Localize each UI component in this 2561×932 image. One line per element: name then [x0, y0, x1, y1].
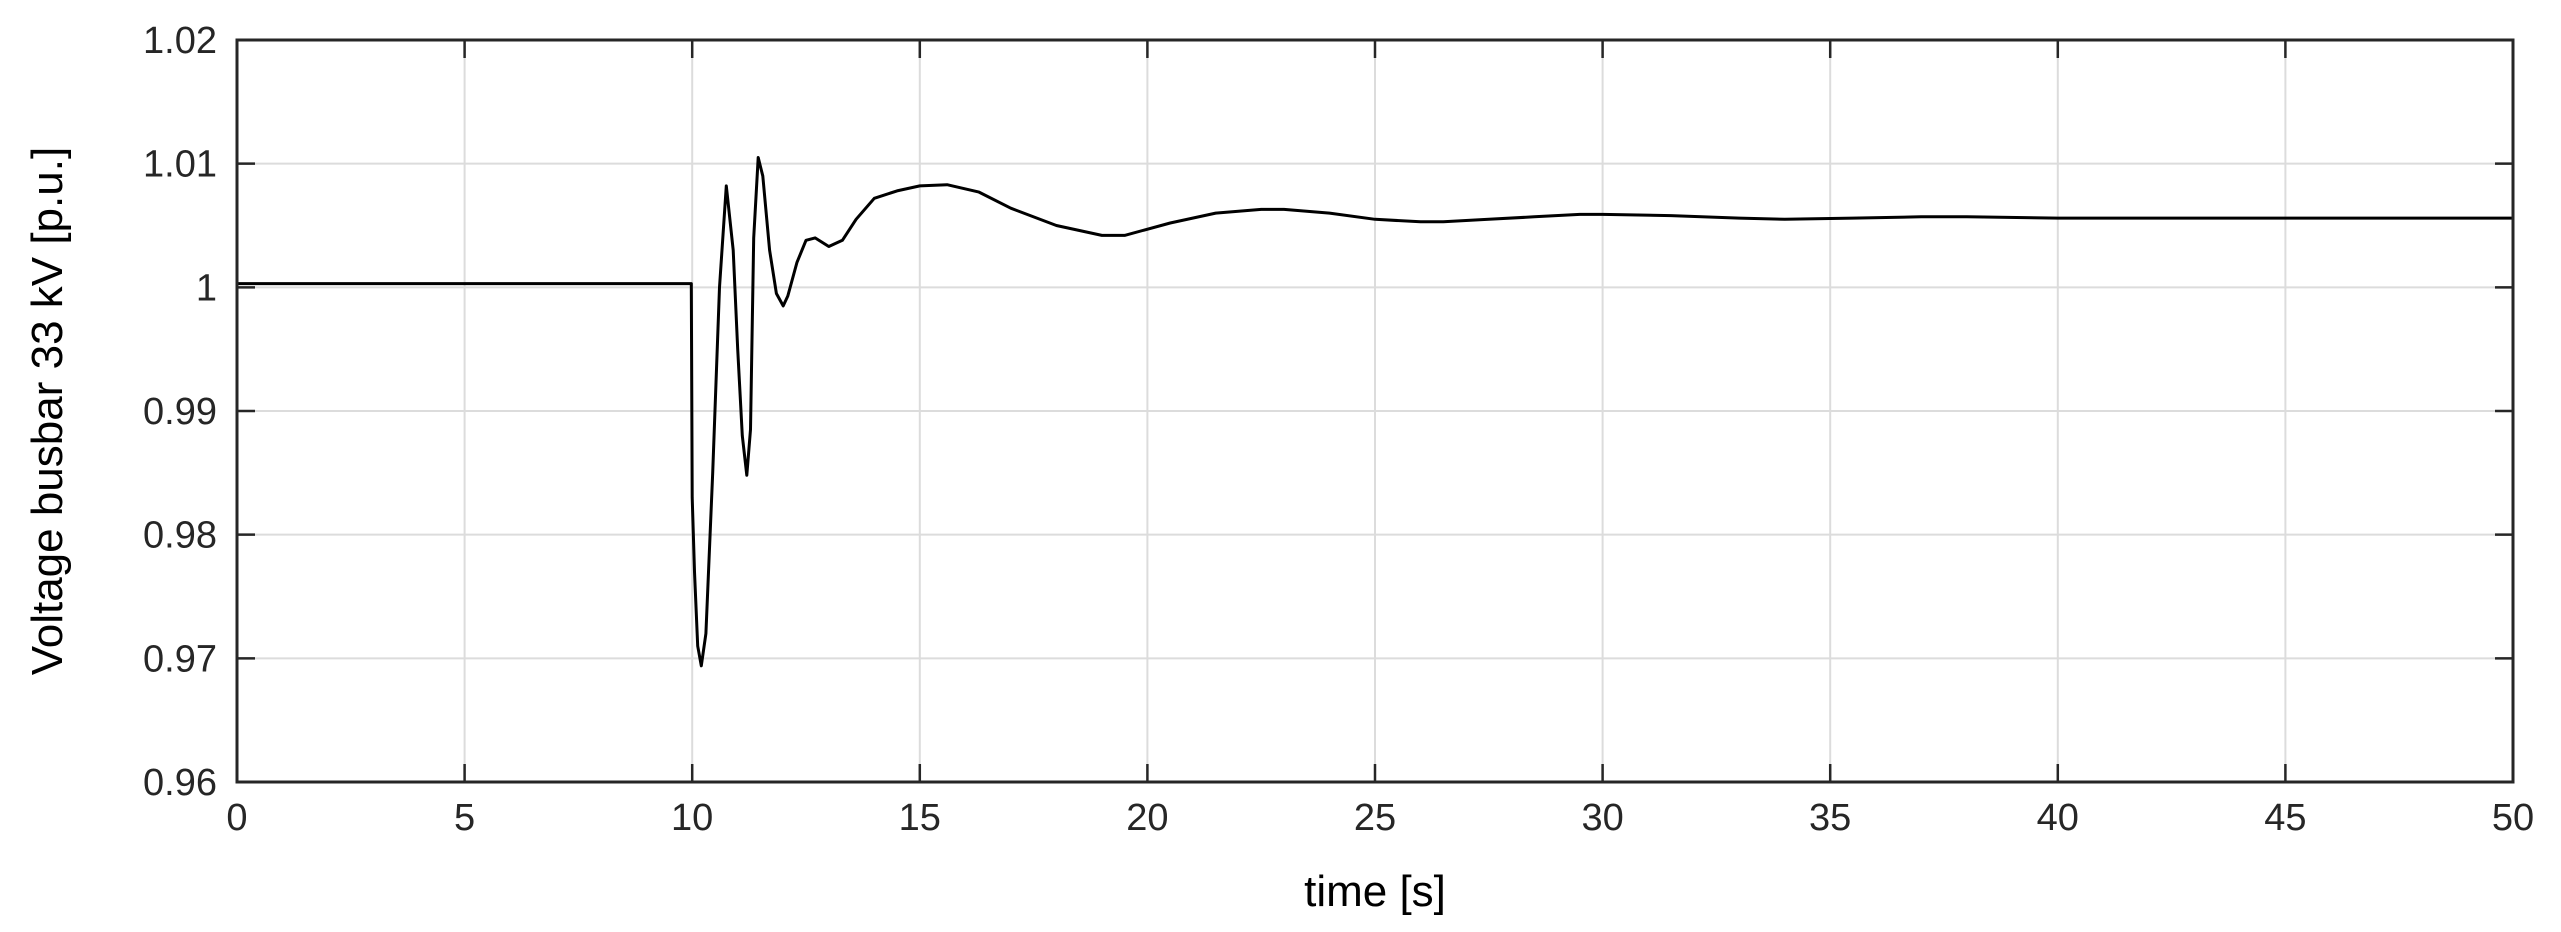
x-tick-label: 25 — [1354, 797, 1396, 839]
x-tick-label: 50 — [2492, 797, 2534, 839]
y-tick-labels: 0.96 0.97 0.98 0.99 1 1.01 1.02 — [143, 20, 217, 804]
x-axis-label: time [s] — [1304, 867, 1446, 916]
y-axis-label: Voltage busbar 33 kV [p.u.] — [23, 147, 72, 675]
x-tick-label: 10 — [671, 797, 713, 839]
x-tick-label: 5 — [454, 797, 475, 839]
x-tick-label: 15 — [899, 797, 941, 839]
axis-ticks — [235, 38, 2515, 784]
y-tick-label: 1 — [196, 267, 217, 309]
x-tick-label: 0 — [226, 797, 247, 839]
x-tick-label: 30 — [1581, 797, 1623, 839]
y-tick-label: 0.99 — [143, 391, 217, 433]
x-tick-labels: 0 5 10 15 20 25 30 35 40 45 50 — [226, 797, 2534, 839]
y-tick-label: 0.96 — [143, 762, 217, 804]
y-tick-label: 1.01 — [143, 144, 217, 186]
x-tick-label: 20 — [1126, 797, 1168, 839]
series-layer — [237, 156, 2513, 668]
y-tick-label: 1.02 — [143, 20, 217, 62]
x-tick-label: 45 — [2264, 797, 2306, 839]
y-tick-label: 0.98 — [143, 515, 217, 557]
grid-lines — [236, 39, 2514, 783]
x-tick-label: 35 — [1809, 797, 1851, 839]
x-tick-label: 40 — [2037, 797, 2079, 839]
series-line — [237, 156, 2513, 668]
y-tick-label: 0.97 — [143, 638, 217, 680]
